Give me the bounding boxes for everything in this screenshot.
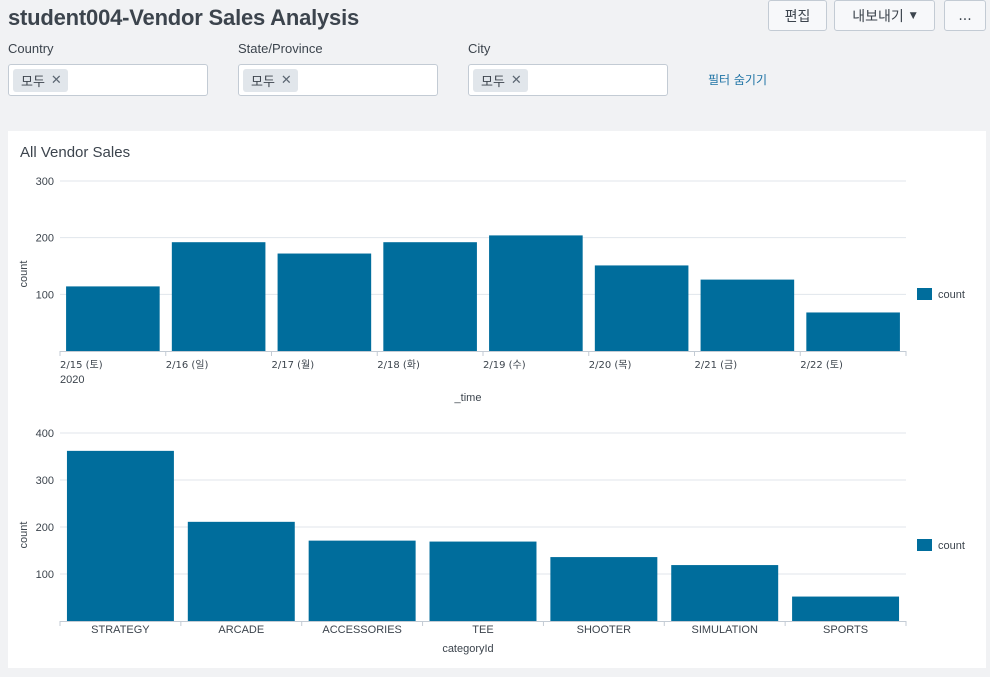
legend-swatch	[917, 288, 932, 300]
chip-label: 모두	[251, 75, 275, 90]
export-button-label: 내보내기	[852, 8, 904, 25]
remove-icon[interactable]: ✕	[510, 73, 522, 88]
x-tick-label: 2/22 (토)	[800, 360, 843, 371]
y-tick-label: 300	[36, 176, 54, 188]
bar	[429, 541, 537, 621]
bar	[806, 312, 900, 351]
x-tick-label: STRATEGY	[91, 624, 150, 636]
chip-label: 모두	[481, 75, 505, 90]
chip-label: 모두	[21, 75, 45, 90]
edit-button-label: 편집	[784, 8, 811, 25]
city-filter-input[interactable]: 모두 ✕	[468, 64, 668, 96]
x-tick-label: SPORTS	[823, 624, 868, 636]
x-tick-label: 2/18 (화)	[377, 359, 420, 371]
more-actions-button[interactable]: ...	[944, 0, 986, 31]
bar	[489, 235, 583, 351]
country-filter-label: Country	[8, 41, 54, 56]
bar	[383, 242, 477, 351]
country-filter-input[interactable]: 모두 ✕	[8, 64, 208, 96]
x-tick-label: ARCADE	[218, 624, 264, 636]
y-tick-label: 400	[36, 428, 54, 440]
bar	[308, 540, 416, 621]
hide-filters-link[interactable]: 필터 숨기기	[708, 73, 768, 87]
dashboard-title: student004-Vendor Sales Analysis	[8, 5, 360, 30]
x-axis-title: _time	[454, 392, 482, 404]
edit-button[interactable]: 편집	[768, 0, 827, 31]
y-axis-title: count	[18, 261, 30, 288]
x-tick-label: SHOOTER	[577, 624, 631, 636]
bar	[171, 242, 266, 351]
city-filter-chip: 모두 ✕	[473, 69, 528, 92]
panel-title: All Vendor Sales	[20, 144, 131, 161]
y-tick-label: 200	[36, 233, 54, 245]
x-tick-label: 2/15 (토)	[60, 360, 103, 371]
y-axis-title: count	[18, 522, 30, 549]
x-tick-label: 2/16 (일)	[166, 359, 209, 371]
state-filter-label: State/Province	[238, 41, 323, 56]
bar	[187, 521, 295, 621]
caret-down-icon: ▼	[909, 10, 917, 21]
y-tick-label: 100	[36, 289, 54, 301]
x-tick-label: ACCESSORIES	[322, 624, 401, 636]
bar	[700, 279, 795, 351]
vendor-sales-panel: All Vendor Sales 100 200 300 2/15 (토) 2/16 (…	[8, 131, 986, 668]
vendor-sales-charts: 100 200 300 2/15 (토) 2/16 (일) 2/17 (월) 2/18 (화…	[18, 176, 965, 655]
bar	[277, 253, 372, 351]
bar	[594, 265, 689, 351]
remove-icon[interactable]: ✕	[280, 73, 292, 88]
x-tick-label: SIMULATION	[692, 624, 758, 636]
legend-label: count	[938, 540, 965, 552]
x-tick-label: 2/17 (월)	[272, 359, 315, 371]
country-filter-chip: 모두 ✕	[13, 69, 68, 92]
x-tick-label: 2/21 (금)	[695, 359, 738, 371]
legend-label: count	[938, 289, 965, 301]
export-button[interactable]: 내보내기 ▼	[834, 0, 935, 31]
city-filter-label: City	[468, 41, 491, 56]
more-actions-label: ...	[958, 7, 972, 24]
state-filter-chip: 모두 ✕	[243, 69, 298, 92]
bar	[792, 596, 900, 621]
x-year-label: 2020	[60, 374, 84, 386]
legend-swatch	[917, 539, 932, 551]
bar	[671, 565, 779, 621]
bar	[66, 286, 160, 351]
x-axis-title: categoryId	[442, 643, 493, 655]
bar	[550, 557, 658, 621]
x-tick-label: TEE	[472, 624, 493, 636]
x-tick-label: 2/19 (수)	[483, 359, 526, 371]
remove-icon[interactable]: ✕	[50, 73, 62, 88]
state-filter-input[interactable]: 모두 ✕	[238, 64, 438, 96]
bar	[66, 450, 174, 621]
x-tick-label: 2/20 (목)	[589, 359, 632, 371]
y-tick-label: 200	[36, 522, 54, 534]
y-tick-label: 100	[36, 569, 54, 581]
y-tick-label: 300	[36, 475, 54, 487]
